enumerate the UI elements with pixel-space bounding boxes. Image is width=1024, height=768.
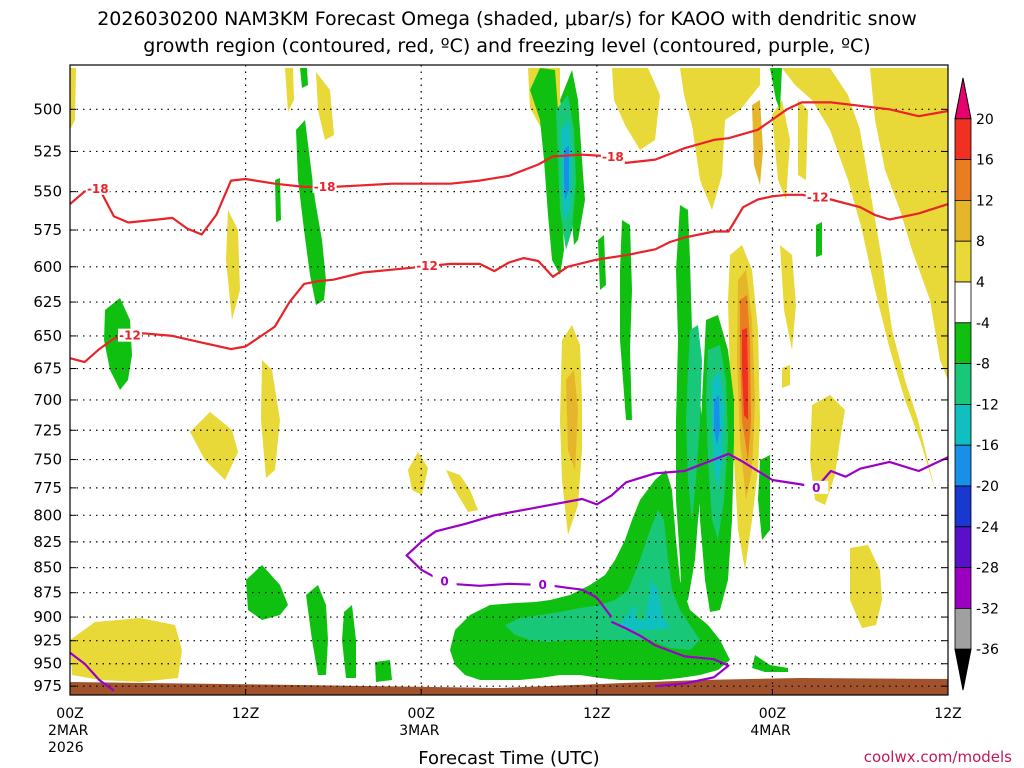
colorbar-swatch (954, 118, 972, 161)
y-tick-label: 775 (33, 479, 62, 497)
y-tick-label: 950 (33, 655, 62, 673)
y-tick-label: 800 (33, 506, 62, 524)
y-tick-label: 525 (33, 142, 62, 160)
contour-label-bg (432, 574, 457, 588)
colorbar-label: -20 (976, 479, 999, 495)
colorbar-label: -36 (976, 642, 999, 658)
x-tick-date: 2026 (48, 740, 84, 756)
y-tick-label: 700 (33, 391, 62, 409)
contour-label: -18 (87, 182, 109, 196)
y-tick-label: 750 (33, 451, 62, 469)
contour-label: 0 (538, 578, 546, 592)
colorbar-label: 4 (976, 275, 985, 291)
y-tick-label: 725 (33, 421, 62, 439)
contour-label-bg (312, 179, 337, 193)
plot-frame (69, 64, 949, 696)
contour-0 (69, 651, 115, 692)
y-tick-label: 625 (33, 293, 62, 311)
colorbar-label: -32 (976, 601, 999, 617)
contour--12 (69, 193, 949, 364)
contour-label-bg (85, 181, 110, 195)
colorbar-cap-bottom (954, 648, 972, 691)
x-tick-label: 12Z (232, 706, 259, 722)
x-axis-title: Forecast Time (UTC) (418, 748, 599, 768)
contour-label: -12 (807, 190, 829, 204)
contour-0 (610, 620, 730, 688)
chart-title-line2: growth region (contoured, red, ºC) and f… (143, 35, 870, 57)
colorbar-swatch (954, 485, 972, 528)
colorbar-label: -12 (976, 397, 999, 413)
colorbar-label: 8 (976, 234, 985, 250)
x-tick-label: 12Z (583, 706, 610, 722)
y-tick-label: 925 (33, 632, 62, 650)
x-tick-date: 3MAR (399, 723, 440, 739)
colorbar-label: -24 (976, 520, 999, 536)
credit-text[interactable]: coolwx.com/models (864, 748, 1012, 766)
contour-label-bg (117, 328, 142, 342)
y-tick-label: 850 (33, 559, 62, 577)
y-tick-label: 500 (33, 100, 62, 118)
y-tick-label: 825 (33, 533, 62, 551)
colorbar-label: 16 (976, 153, 994, 169)
colorbar-label: 12 (976, 193, 994, 209)
colorbar-swatch (954, 608, 972, 650)
chart-title-line1: 2026030200 NAM3KM Forecast Omega (shaded… (97, 8, 917, 30)
colorbar-swatch (954, 281, 972, 324)
contour-label: -18 (602, 150, 624, 164)
colorbar-swatch (954, 444, 972, 487)
contour-label: -12 (119, 329, 141, 343)
y-tick-label: 600 (33, 258, 62, 276)
colorbar-swatch (954, 240, 972, 283)
colorbar-swatch (954, 363, 972, 405)
x-tick-date: 4MAR (750, 723, 791, 739)
colorbar-label: -16 (976, 438, 999, 454)
colorbar-label: -4 (976, 316, 990, 332)
contour-label: -18 (314, 180, 336, 194)
plot-area (70, 65, 948, 695)
colorbar-swatch (954, 199, 972, 242)
omega-shading (70, 68, 948, 682)
contour-label-bg (530, 578, 555, 592)
contour-label: 0 (440, 574, 448, 588)
ground-strip (70, 678, 948, 695)
colorbar-swatch (954, 322, 972, 364)
colorbar-label: -8 (976, 357, 990, 373)
colorbar-swatch (954, 567, 972, 609)
colorbar-label: -28 (976, 561, 999, 577)
x-tick-date: 2MAR (48, 723, 89, 739)
y-axis: 500 525 550 575 600 625 650 675 700 725 750 775 800 8… (33, 100, 948, 695)
x-tick-label: 00Z (407, 706, 434, 722)
x-tick-label: 12Z (934, 706, 961, 722)
y-tick-label: 875 (33, 584, 62, 602)
contour-label-bg (600, 150, 625, 164)
grid-lines (70, 65, 948, 695)
contour-label: 0 (812, 481, 820, 495)
colorbar-label: 20 (976, 112, 994, 128)
contour-label-bg (804, 480, 829, 494)
contour-label-bg (415, 259, 440, 273)
contour-label: -12 (416, 259, 438, 273)
colorbar-cap-top (954, 77, 972, 120)
y-tick-label: 650 (33, 327, 62, 345)
x-tick-label: 00Z (56, 706, 83, 722)
colorbar-swatch (954, 526, 972, 568)
colorbar-swatch (954, 159, 972, 201)
y-tick-label: 575 (33, 221, 62, 239)
y-tick-label: 900 (33, 608, 62, 626)
colorbar: 20 16 12 8 4 -4 -8 -12 -16 -20 -24 -28 -32 -36 (954, 77, 999, 691)
x-tick-label: 00Z (759, 706, 786, 722)
contour--18 (69, 101, 949, 236)
colorbar-swatch (954, 403, 972, 446)
contour-lines: -18 -18 -18 -12 -12 -12 0 0 0 (69, 101, 949, 692)
y-tick-label: 675 (33, 360, 62, 378)
y-tick-label: 550 (33, 183, 62, 201)
y-tick-label: 975 (33, 677, 62, 695)
contour-label-bg (805, 190, 830, 204)
